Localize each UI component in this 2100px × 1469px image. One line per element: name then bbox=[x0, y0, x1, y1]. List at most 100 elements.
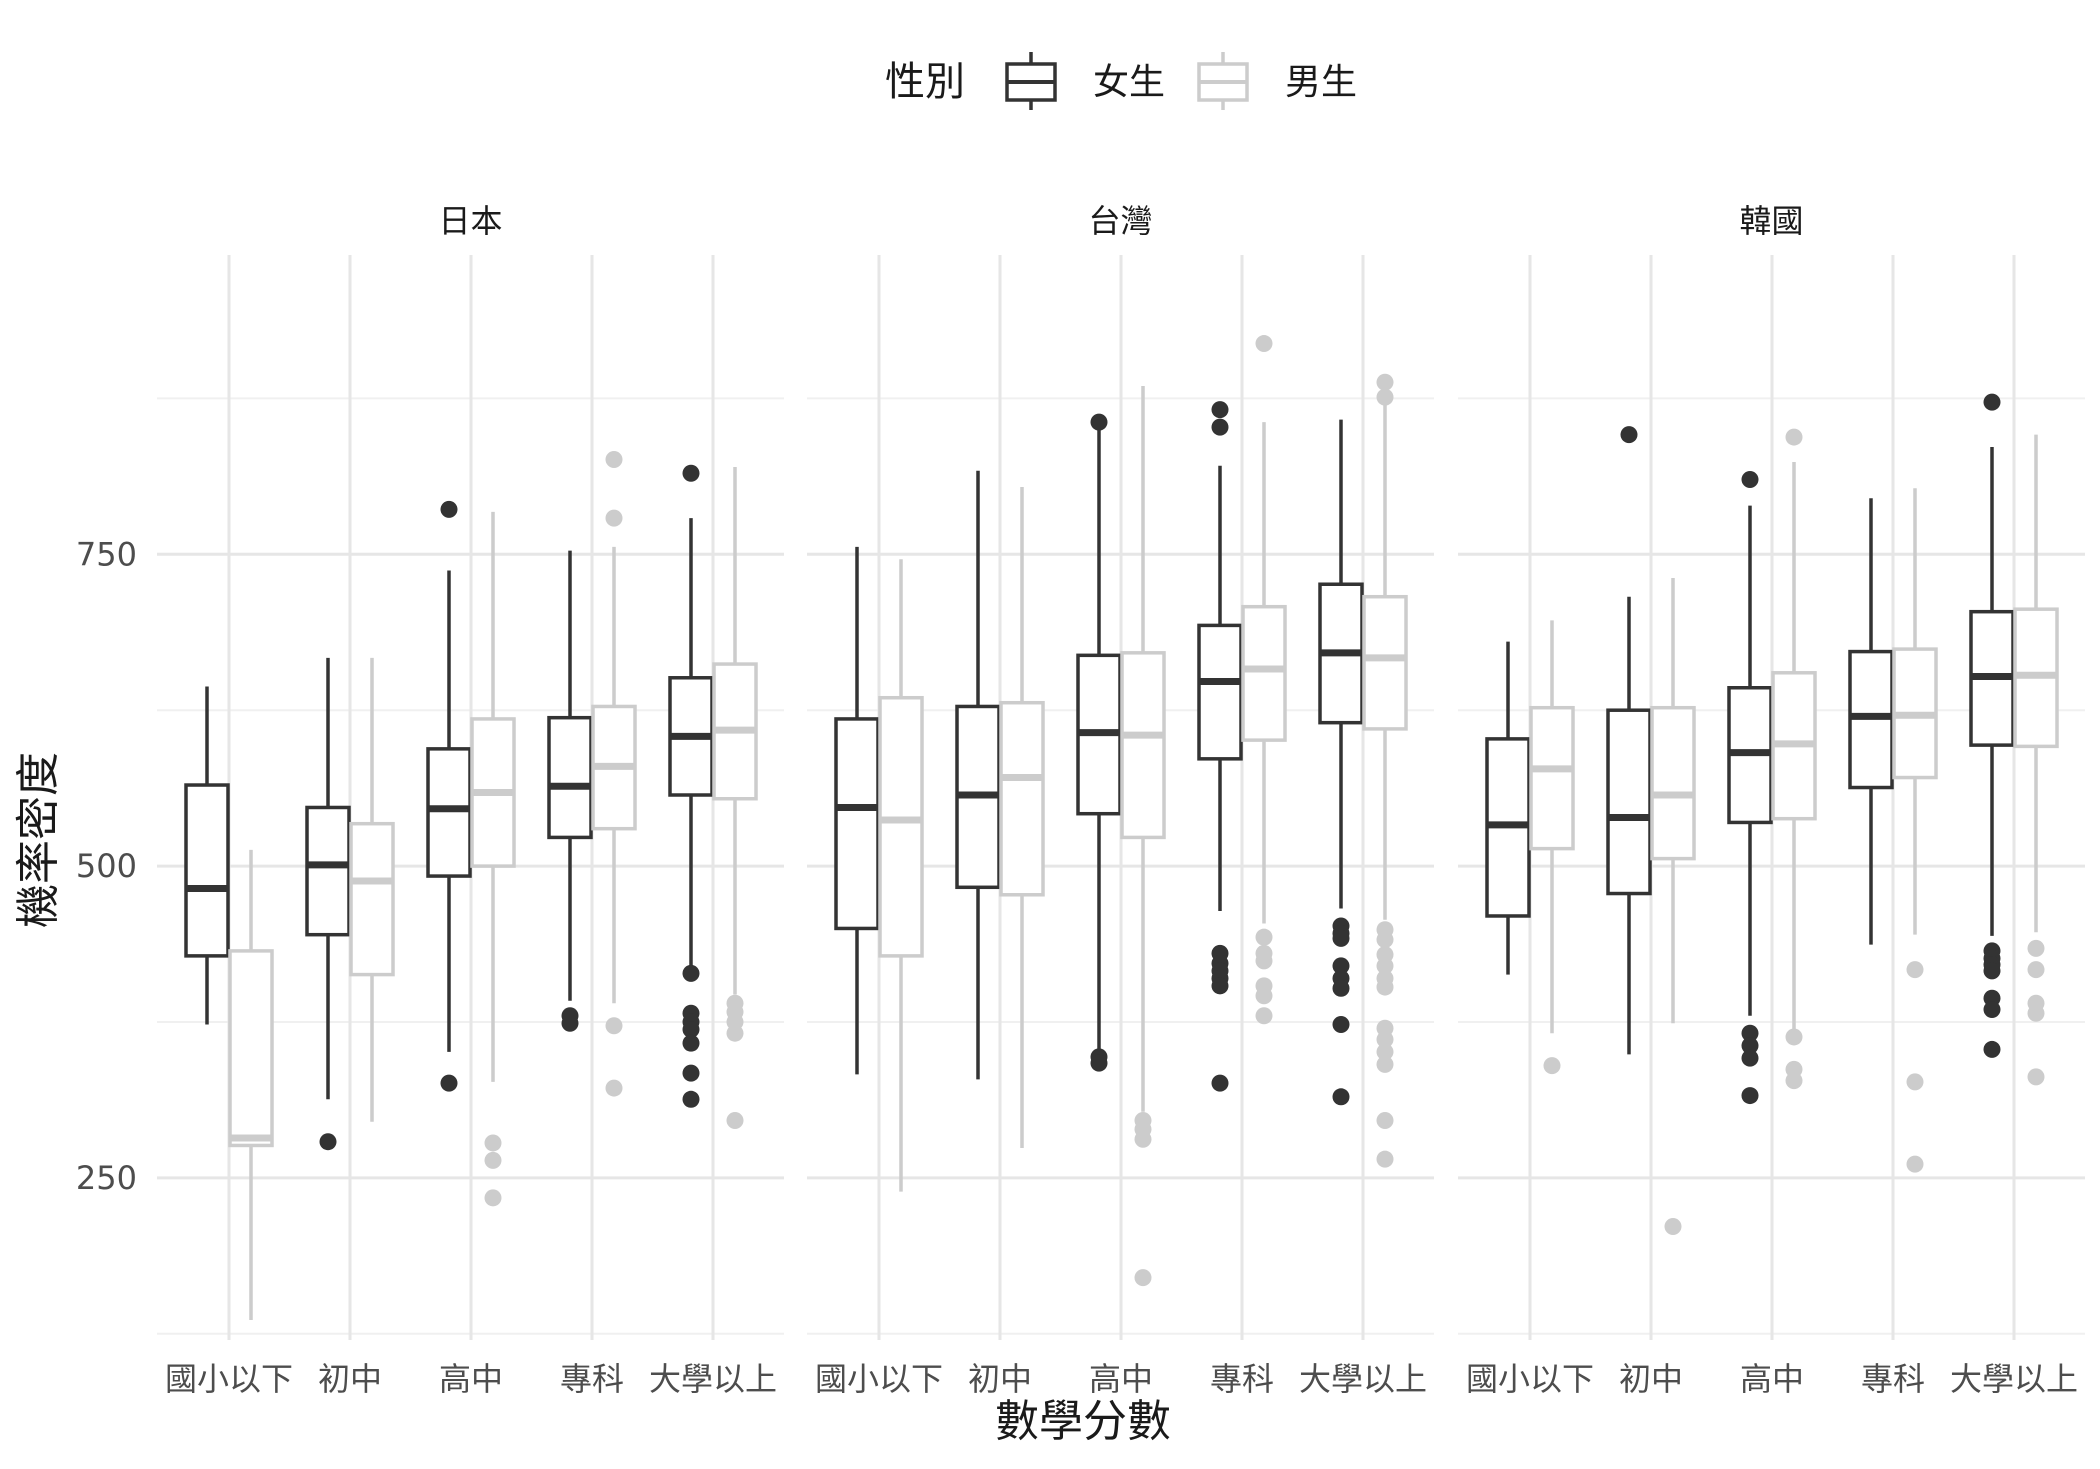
outlier-point bbox=[1376, 931, 1394, 949]
outlier-point bbox=[1332, 979, 1350, 997]
facet-strip-label: 日本 bbox=[438, 202, 502, 240]
box bbox=[834, 546, 880, 1075]
box bbox=[1241, 335, 1287, 1025]
box-body bbox=[1241, 604, 1287, 742]
outlier-point bbox=[1983, 962, 2001, 980]
legend-items: 女生 男生 bbox=[1005, 52, 1357, 110]
outlier-point bbox=[1376, 978, 1394, 996]
box bbox=[1606, 426, 1652, 1055]
outlier-point bbox=[1741, 1024, 1759, 1042]
outlier-point bbox=[605, 509, 623, 527]
box bbox=[228, 849, 274, 1321]
outlier-point bbox=[1785, 1072, 1803, 1090]
outlier-point bbox=[1906, 961, 1924, 979]
box bbox=[1076, 413, 1122, 1072]
outlier-point bbox=[1376, 388, 1394, 406]
outlier-point bbox=[1255, 928, 1273, 946]
outlier-point bbox=[682, 464, 700, 482]
box bbox=[2013, 434, 2059, 1086]
x-tick-label: 專科 bbox=[560, 1360, 624, 1398]
box-body bbox=[878, 695, 924, 958]
y-tick-label: 250 bbox=[76, 1159, 137, 1197]
outlier-point bbox=[1255, 987, 1273, 1005]
outlier-point bbox=[1906, 1155, 1924, 1173]
x-tick-label: 初中 bbox=[1619, 1360, 1683, 1398]
outlier-point bbox=[1376, 1030, 1394, 1048]
x-tick-label: 專科 bbox=[1210, 1360, 1274, 1398]
x-tick-label: 高中 bbox=[439, 1360, 503, 1398]
box-body bbox=[999, 700, 1045, 897]
outlier-point bbox=[1376, 1043, 1394, 1061]
box bbox=[1485, 641, 1531, 975]
outlier-point bbox=[484, 1189, 502, 1207]
outlier-point bbox=[1090, 413, 1108, 431]
outlier-point bbox=[726, 1112, 744, 1130]
outlier-point bbox=[1332, 1088, 1350, 1106]
box bbox=[955, 470, 1001, 1080]
legend-title: 性別 bbox=[885, 59, 965, 105]
y-axis-title: 機率密度 bbox=[13, 752, 64, 928]
outlier-point bbox=[1376, 373, 1394, 391]
x-tick-label: 高中 bbox=[1740, 1360, 1804, 1398]
box bbox=[184, 686, 230, 1025]
outlier-point bbox=[1741, 1087, 1759, 1105]
box bbox=[1771, 428, 1817, 1090]
outlier-point bbox=[1376, 957, 1394, 975]
outlier-point bbox=[1376, 1150, 1394, 1168]
box-body bbox=[349, 821, 395, 977]
outlier-point bbox=[682, 1034, 700, 1052]
y-axis: 250 500 750 bbox=[76, 535, 137, 1197]
box-body bbox=[426, 747, 472, 878]
outlier-point bbox=[1906, 1073, 1924, 1091]
outlier-point bbox=[1983, 1001, 2001, 1019]
outlier-point bbox=[1332, 929, 1350, 947]
outlier-point bbox=[1983, 393, 2001, 411]
outlier-point bbox=[1785, 1028, 1803, 1046]
box-body bbox=[228, 949, 274, 1148]
box bbox=[1727, 470, 1773, 1105]
outlier-point bbox=[440, 500, 458, 518]
outlier-point bbox=[484, 1151, 502, 1169]
box bbox=[1362, 373, 1408, 1168]
outlier-point bbox=[1134, 1269, 1152, 1287]
outlier-point bbox=[1134, 1130, 1152, 1148]
x-tick-label: 國小以下 bbox=[165, 1360, 293, 1398]
facet-strip-label: 台灣 bbox=[1088, 202, 1152, 240]
outlier-point bbox=[319, 1133, 337, 1151]
box bbox=[1120, 385, 1166, 1287]
x-tick-label: 大學以上 bbox=[649, 1360, 777, 1398]
box bbox=[712, 467, 758, 1130]
box bbox=[1969, 393, 2015, 1058]
box bbox=[470, 511, 516, 1207]
box bbox=[1848, 498, 1894, 945]
outlier-point bbox=[605, 1017, 623, 1035]
outlier-point bbox=[682, 1090, 700, 1108]
legend: 性別 女生 男生 bbox=[885, 52, 1357, 110]
box-body bbox=[184, 783, 230, 958]
outlier-point bbox=[1211, 1074, 1229, 1092]
outlier-point bbox=[682, 964, 700, 982]
outlier-point bbox=[682, 1064, 700, 1082]
outlier-point bbox=[1543, 1057, 1561, 1075]
outlier-point bbox=[2027, 939, 2045, 957]
outlier-point bbox=[1255, 952, 1273, 970]
outlier-point bbox=[1741, 470, 1759, 488]
y-tick-label: 500 bbox=[76, 847, 137, 885]
outlier-point bbox=[605, 1079, 623, 1097]
legend-item: 女生 bbox=[1005, 52, 1165, 110]
outlier-point bbox=[1090, 1054, 1108, 1072]
box bbox=[1197, 401, 1243, 1092]
x-tick-label: 初中 bbox=[318, 1360, 382, 1398]
outlier-point bbox=[1983, 1040, 2001, 1058]
outlier-point bbox=[682, 1020, 700, 1038]
x-tick-label: 專科 bbox=[1861, 1360, 1925, 1398]
box bbox=[349, 657, 395, 1122]
box bbox=[1318, 419, 1364, 1106]
legend-label: 女生 bbox=[1093, 62, 1165, 103]
outlier-point bbox=[605, 451, 623, 469]
outlier-point bbox=[1211, 418, 1229, 436]
